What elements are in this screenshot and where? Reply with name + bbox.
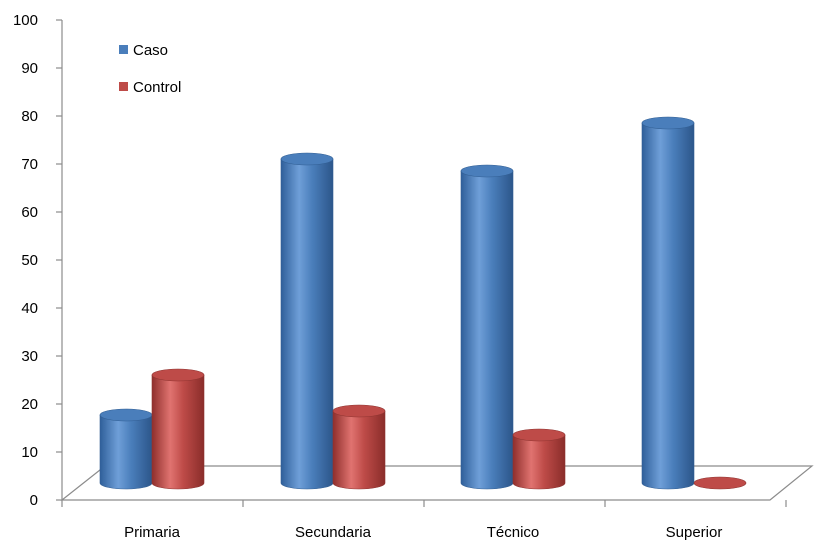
bar-top — [280, 152, 334, 166]
bar-top — [693, 476, 747, 490]
bar-series — [99, 116, 747, 490]
bar-body — [641, 122, 695, 490]
y-axis: 0 10 20 30 40 50 60 70 80 90 100 — [13, 12, 63, 509]
y-tick-label: 50 — [21, 252, 38, 269]
category-label: Técnico — [487, 524, 540, 541]
bar-body — [512, 434, 566, 490]
bar-top — [99, 408, 153, 422]
bar-body — [280, 158, 334, 490]
bar-top — [512, 428, 566, 442]
category-label: Secundaria — [295, 524, 372, 541]
x-axis — [61, 500, 787, 507]
legend-swatch-caso — [119, 45, 128, 54]
bar-control-superior — [693, 476, 747, 490]
bar-control-técnico — [512, 428, 566, 490]
y-tick-label: 40 — [21, 300, 38, 317]
bar-control-secundaria — [332, 404, 386, 490]
bar-body — [99, 414, 153, 490]
bar-caso-secundaria — [280, 152, 334, 490]
category-label: Superior — [666, 524, 723, 541]
category-label: Primaria — [124, 524, 180, 541]
y-tick-label: 100 — [13, 12, 38, 29]
legend-label-caso: Caso — [133, 42, 168, 59]
bar-body — [151, 374, 205, 490]
bar-top — [641, 116, 695, 130]
y-tick-label: 80 — [21, 108, 38, 125]
bar-caso-superior — [641, 116, 695, 490]
bar-top — [460, 164, 514, 178]
bar-caso-técnico — [460, 164, 514, 490]
bar-control-primaria — [151, 368, 205, 490]
y-tick-label: 90 — [21, 60, 38, 77]
legend-swatch-control — [119, 82, 128, 91]
category-labels: Primaria Secundaria Técnico Superior — [124, 524, 722, 541]
legend-label-control: Control — [133, 79, 181, 96]
bar-caso-primaria — [99, 408, 153, 490]
legend: Caso Control — [119, 42, 181, 96]
y-tick-label: 70 — [21, 156, 38, 173]
bar-top — [332, 404, 386, 418]
y-tick-label: 0 — [30, 492, 38, 509]
bar-top — [151, 368, 205, 382]
y-tick-label: 20 — [21, 396, 38, 413]
bar-body — [332, 410, 386, 490]
y-tick-label: 60 — [21, 204, 38, 221]
y-tick-label: 10 — [21, 444, 38, 461]
bar-body — [460, 170, 514, 490]
floor-plane — [60, 465, 814, 501]
y-tick-label: 30 — [21, 348, 38, 365]
